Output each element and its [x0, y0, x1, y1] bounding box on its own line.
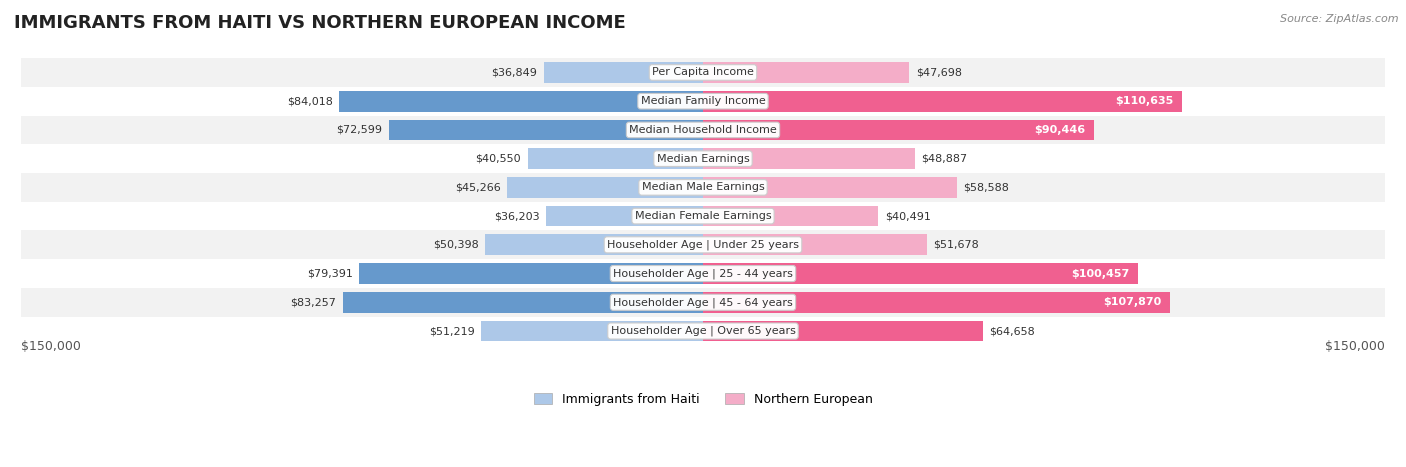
- Text: $64,658: $64,658: [990, 326, 1035, 336]
- Bar: [389, 120, 703, 140]
- Text: Householder Age | 25 - 44 years: Householder Age | 25 - 44 years: [613, 269, 793, 279]
- Text: $51,678: $51,678: [934, 240, 979, 250]
- Bar: [703, 91, 1181, 112]
- Bar: [703, 234, 927, 255]
- Text: $107,870: $107,870: [1102, 297, 1161, 307]
- Text: Householder Age | Over 65 years: Householder Age | Over 65 years: [610, 326, 796, 336]
- Text: Householder Age | 45 - 64 years: Householder Age | 45 - 64 years: [613, 297, 793, 308]
- Bar: [21, 317, 1385, 346]
- Text: IMMIGRANTS FROM HAITI VS NORTHERN EUROPEAN INCOME: IMMIGRANTS FROM HAITI VS NORTHERN EUROPE…: [14, 14, 626, 32]
- Bar: [343, 292, 703, 312]
- Bar: [703, 149, 914, 169]
- Text: $110,635: $110,635: [1115, 96, 1173, 106]
- Bar: [21, 115, 1385, 144]
- Text: $40,550: $40,550: [475, 154, 522, 163]
- Text: $58,588: $58,588: [963, 183, 1010, 192]
- Text: Householder Age | Under 25 years: Householder Age | Under 25 years: [607, 240, 799, 250]
- Bar: [21, 144, 1385, 173]
- Bar: [703, 321, 983, 341]
- Text: $150,000: $150,000: [1324, 340, 1385, 354]
- Bar: [21, 231, 1385, 259]
- Bar: [703, 263, 1137, 284]
- Bar: [21, 259, 1385, 288]
- Bar: [21, 173, 1385, 202]
- Bar: [527, 149, 703, 169]
- Text: $90,446: $90,446: [1035, 125, 1085, 135]
- Bar: [703, 62, 910, 83]
- Text: $79,391: $79,391: [307, 269, 353, 278]
- Bar: [703, 206, 879, 226]
- Bar: [544, 62, 703, 83]
- Text: Median Female Earnings: Median Female Earnings: [634, 211, 772, 221]
- Bar: [360, 263, 703, 284]
- Bar: [508, 177, 703, 198]
- Bar: [485, 234, 703, 255]
- Text: Per Capita Income: Per Capita Income: [652, 67, 754, 78]
- Text: Median Male Earnings: Median Male Earnings: [641, 183, 765, 192]
- Bar: [21, 202, 1385, 231]
- Bar: [21, 288, 1385, 317]
- Bar: [703, 292, 1170, 312]
- Text: Source: ZipAtlas.com: Source: ZipAtlas.com: [1281, 14, 1399, 24]
- Text: $72,599: $72,599: [336, 125, 382, 135]
- Legend: Immigrants from Haiti, Northern European: Immigrants from Haiti, Northern European: [529, 388, 877, 410]
- Text: $48,887: $48,887: [921, 154, 967, 163]
- Text: $45,266: $45,266: [456, 183, 501, 192]
- Bar: [703, 177, 956, 198]
- Text: $36,203: $36,203: [495, 211, 540, 221]
- Bar: [481, 321, 703, 341]
- Text: Median Household Income: Median Household Income: [628, 125, 778, 135]
- Bar: [21, 58, 1385, 87]
- Text: $84,018: $84,018: [287, 96, 333, 106]
- Text: $150,000: $150,000: [21, 340, 82, 354]
- Text: $83,257: $83,257: [291, 297, 336, 307]
- Bar: [21, 87, 1385, 115]
- Text: $50,398: $50,398: [433, 240, 478, 250]
- Text: $36,849: $36,849: [491, 67, 537, 78]
- Text: $40,491: $40,491: [884, 211, 931, 221]
- Text: $47,698: $47,698: [915, 67, 962, 78]
- Text: $51,219: $51,219: [429, 326, 475, 336]
- Text: $100,457: $100,457: [1071, 269, 1129, 278]
- Bar: [703, 120, 1094, 140]
- Bar: [547, 206, 703, 226]
- Text: Median Family Income: Median Family Income: [641, 96, 765, 106]
- Bar: [339, 91, 703, 112]
- Text: Median Earnings: Median Earnings: [657, 154, 749, 163]
